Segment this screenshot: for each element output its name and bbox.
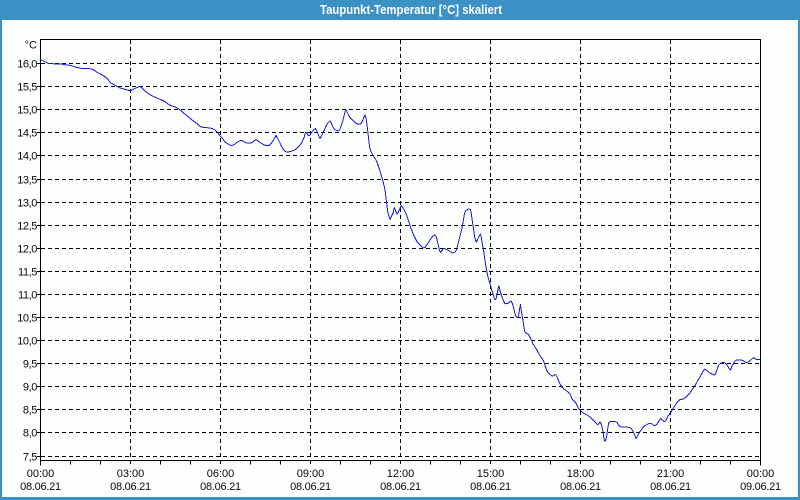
svg-text:08.06.21: 08.06.21	[200, 481, 241, 493]
svg-text:12,0: 12,0	[17, 243, 37, 255]
svg-text:00:00: 00:00	[27, 468, 55, 480]
svg-text:16,0: 16,0	[17, 58, 37, 70]
svg-text:21:00: 21:00	[657, 468, 685, 480]
svg-text:00:00: 00:00	[747, 468, 775, 480]
svg-text:10,0: 10,0	[17, 335, 37, 347]
svg-text:12:00: 12:00	[387, 468, 415, 480]
svg-text:11,0: 11,0	[18, 289, 37, 301]
svg-text:14,0: 14,0	[17, 150, 37, 162]
svg-text:08.06.21: 08.06.21	[650, 481, 691, 493]
svg-text:13,0: 13,0	[17, 197, 37, 209]
svg-text:14,5: 14,5	[17, 127, 37, 139]
svg-text:7,5: 7,5	[23, 451, 37, 463]
svg-text:06:00: 06:00	[207, 468, 235, 480]
svg-text:13,5: 13,5	[17, 174, 37, 186]
svg-text:11,5: 11,5	[18, 266, 37, 278]
svg-text:09.06.21: 09.06.21	[740, 481, 781, 493]
svg-text:08.06.21: 08.06.21	[470, 481, 511, 493]
svg-text:08.06.21: 08.06.21	[110, 481, 151, 493]
svg-text:08.06.21: 08.06.21	[560, 481, 601, 493]
svg-text:Taupunkt-Temperatur [°C] skali: Taupunkt-Temperatur [°C] skaliert	[320, 2, 503, 17]
svg-text:03:00: 03:00	[117, 468, 145, 480]
svg-text:18:00: 18:00	[567, 468, 595, 480]
svg-text:12,5: 12,5	[17, 220, 37, 232]
svg-text:8,0: 8,0	[23, 427, 37, 439]
svg-text:08.06.21: 08.06.21	[380, 481, 421, 493]
svg-text:15,5: 15,5	[17, 81, 37, 93]
svg-text:08.06.21: 08.06.21	[290, 481, 331, 493]
svg-text:15,0: 15,0	[17, 104, 37, 116]
svg-text:15:00: 15:00	[477, 468, 505, 480]
svg-text:9,0: 9,0	[23, 381, 37, 393]
svg-text:08.06.21: 08.06.21	[20, 481, 61, 493]
svg-text:09:00: 09:00	[297, 468, 325, 480]
svg-text:8,5: 8,5	[23, 404, 37, 416]
svg-text:10,5: 10,5	[17, 312, 37, 324]
svg-text:°C: °C	[25, 40, 37, 52]
svg-text:9,5: 9,5	[23, 358, 37, 370]
